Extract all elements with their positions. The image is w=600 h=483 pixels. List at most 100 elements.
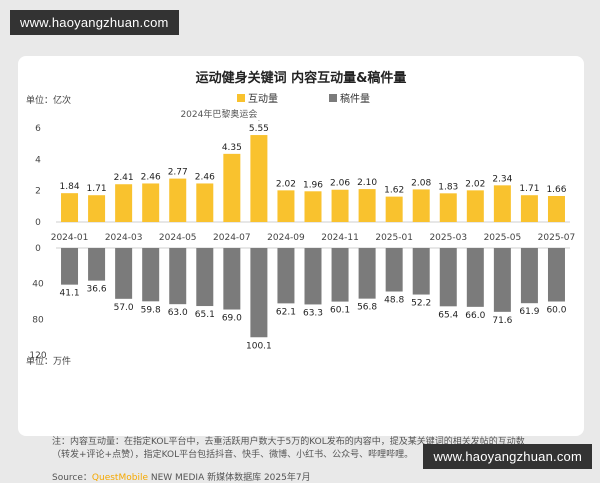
data-label-posts: 69.0: [222, 314, 242, 324]
x-tick-label: 2024-07: [213, 233, 251, 243]
bar-posts: [466, 248, 484, 307]
bar-interaction: [412, 189, 430, 222]
data-label-interaction: 5.55: [249, 124, 269, 134]
bar-interaction: [358, 189, 376, 222]
bar-posts: [304, 248, 322, 305]
bar-posts: [250, 248, 268, 338]
bar-posts: [277, 248, 295, 304]
bar-posts: [520, 248, 538, 304]
x-tick-label: 2024-05: [159, 233, 197, 243]
bar-interaction: [277, 190, 295, 222]
data-label-interaction: 1.83: [438, 182, 458, 192]
data-label-posts: 62.1: [276, 307, 296, 317]
y-tick-bottom: 80: [32, 315, 44, 325]
bar-interaction: [142, 183, 160, 222]
bar-posts: [223, 248, 241, 310]
footnote-line-1: 注：内容互动量：在指定KOL平台中，去重活跃用户数大于5万的KOL发布的内容中，…: [52, 437, 525, 447]
bar-interaction: [493, 185, 511, 222]
data-label-interaction: 2.06: [330, 179, 350, 189]
source-brand: QuestMobile: [91, 473, 148, 483]
legend-label-interaction: 互动量: [248, 93, 278, 105]
bar-posts: [439, 248, 457, 307]
source-prefix: Source：: [52, 473, 92, 483]
bar-interaction: [520, 195, 538, 222]
bar-interaction: [196, 183, 214, 222]
data-label-posts: 71.6: [492, 316, 512, 326]
data-label-interaction: 1.66: [546, 185, 566, 195]
data-label-interaction: 2.02: [276, 179, 296, 189]
y-tick-bottom: 40: [32, 280, 44, 290]
data-label-posts: 63.0: [168, 308, 188, 318]
bar-interaction: [169, 178, 187, 222]
bar-posts: [385, 248, 403, 292]
data-label-interaction: 1.62: [384, 186, 404, 196]
data-label-posts: 61.9: [519, 307, 539, 317]
bar-interaction: [385, 196, 403, 222]
bar-interaction: [115, 184, 133, 222]
chart-title: 运动健身关键词 内容互动量&稿件量: [196, 70, 407, 86]
bar-posts: [412, 248, 430, 295]
data-label-posts: 63.3: [303, 308, 323, 318]
data-label-interaction: 2.08: [411, 178, 431, 188]
x-tick-label: 2025-07: [538, 233, 576, 243]
unit-label-top: 单位：亿次: [26, 94, 71, 106]
bar-posts: [142, 248, 160, 302]
data-label-interaction: 4.35: [222, 143, 242, 153]
data-label-interaction: 2.41: [114, 173, 134, 183]
bar-posts: [115, 248, 133, 299]
source-line: Source：QuestMobile NEW MEDIA 新媒体数据库 2025…: [52, 470, 311, 483]
y-tick-top: 6: [35, 124, 41, 134]
data-label-interaction: 2.10: [357, 178, 377, 188]
y-tick-top: 0: [35, 218, 41, 228]
unit-label-bottom: 单位：万件: [26, 355, 71, 367]
data-label-posts: 65.1: [195, 310, 215, 320]
data-label-interaction: 2.34: [492, 174, 512, 184]
y-tick-top: 2: [35, 187, 41, 197]
data-label-posts: 65.4: [438, 310, 458, 320]
bar-interaction: [223, 153, 241, 222]
x-tick-label: 2024-03: [105, 233, 143, 243]
bar-posts: [331, 248, 349, 302]
data-label-posts: 57.0: [114, 303, 134, 313]
x-tick-label: 2024-11: [321, 233, 359, 243]
bar-posts: [493, 248, 511, 312]
data-label-posts: 60.1: [330, 306, 350, 316]
legend-swatch-interaction: [237, 94, 245, 102]
data-label-interaction: 2.46: [141, 172, 161, 182]
data-label-interaction: 2.46: [195, 172, 215, 182]
data-label-posts: 59.8: [141, 305, 161, 315]
data-label-interaction: 2.77: [168, 168, 188, 178]
annotation-label: 2024年巴黎奥运会: [180, 108, 257, 120]
x-tick-label: 2025-03: [429, 233, 467, 243]
data-label-posts: 52.2: [411, 299, 431, 309]
bar-posts: [61, 248, 79, 285]
x-tick-label: 2025-01: [375, 233, 413, 243]
legend-label-posts: 稿件量: [340, 92, 370, 105]
y-tick-top: 4: [35, 155, 41, 165]
y-tick-bottom: 120: [29, 351, 46, 361]
source-suffix: NEW MEDIA 新媒体数据库 2025年7月: [148, 473, 311, 483]
data-label-interaction: 1.71: [87, 184, 107, 194]
data-label-interaction: 1.71: [519, 184, 539, 194]
data-label-interaction: 2.02: [465, 179, 485, 189]
x-tick-label: 2024-09: [267, 233, 305, 243]
bar-posts: [358, 248, 376, 299]
bar-posts: [547, 248, 565, 302]
y-tick-bottom: 0: [35, 244, 41, 254]
footnote-line-2: （转发+评论+点赞），指定KOL平台包括抖音、快手、微博、小红书、公众号、哔哩哔…: [52, 450, 414, 460]
watermark-bottom: www.haoyangzhuan.com: [423, 444, 592, 469]
data-label-posts: 36.6: [87, 285, 107, 295]
bar-interaction: [466, 190, 484, 222]
bar-interaction: [439, 193, 457, 222]
x-tick-label: 2024-01: [51, 233, 89, 243]
data-label-posts: 56.8: [357, 303, 377, 313]
data-label-posts: 48.8: [384, 296, 404, 306]
data-label-interaction: 1.96: [303, 180, 323, 190]
bar-interaction: [250, 135, 268, 222]
bar-interaction: [88, 195, 106, 222]
bar-interaction: [331, 189, 349, 222]
bar-posts: [196, 248, 214, 307]
bar-posts: [169, 248, 187, 305]
